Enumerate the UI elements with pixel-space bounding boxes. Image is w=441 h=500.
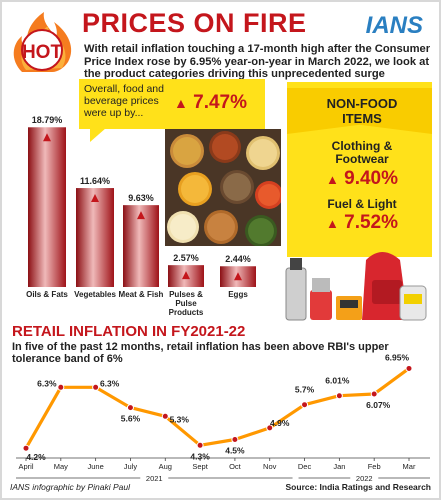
data-point [22, 444, 30, 452]
x-tick-label: May [54, 462, 68, 471]
x-tick-label: Dec [298, 462, 312, 471]
year-label: 2022 [356, 474, 373, 483]
x-tick-label: Nov [263, 462, 277, 471]
non-food-item-label: Fuel & Light [327, 197, 397, 211]
inflation-series-line [24, 367, 410, 449]
bar-value-label: 2.57% [173, 253, 199, 264]
data-point [57, 383, 65, 391]
data-point [301, 401, 309, 409]
up-arrow-icon [43, 133, 51, 142]
x-tick-label: Mar [403, 462, 416, 471]
bar [76, 188, 114, 287]
data-point [231, 436, 239, 443]
non-food-title: NON-FOOD ITEMS [326, 96, 398, 126]
up-arrow-icon [234, 272, 242, 281]
data-label: 5.7% [295, 385, 315, 395]
food-callout-box [79, 79, 265, 129]
bar [28, 127, 66, 287]
up-arrow-icon [91, 194, 99, 203]
data-point [335, 392, 343, 400]
data-point [266, 424, 274, 432]
data-label: 6.95% [385, 352, 410, 362]
data-point [370, 390, 378, 398]
bar-category-label: Eggs [228, 290, 248, 299]
data-point [126, 404, 134, 412]
x-tick-label: June [88, 462, 104, 471]
data-label: 4.2% [26, 452, 46, 462]
up-arrow-icon: ▲ [325, 216, 339, 231]
bar-category-label: Vegetables [74, 290, 116, 299]
food-callout-text: Overall, food and beverage prices were u… [84, 83, 164, 119]
hot-flame-badge: HOT [13, 12, 72, 72]
data-point [196, 441, 204, 449]
x-tick-label: Jan [333, 462, 345, 471]
data-label: 5.6% [121, 414, 141, 424]
data-label: 4.3% [190, 451, 210, 461]
year-label: 2021 [146, 474, 163, 483]
data-label: 6.07% [366, 400, 391, 410]
bar-category-label: Oils & Fats [26, 290, 68, 299]
bar-category-label: Meat & Fish [118, 290, 164, 299]
page-title: PRICES ON FIRE [82, 8, 307, 38]
bar-value-label: 2.44% [225, 254, 251, 265]
hot-text: HOT [22, 42, 63, 63]
non-food-item-value: ▲ 7.52% [292, 212, 432, 234]
data-point [161, 412, 169, 420]
up-arrow-icon [182, 271, 190, 280]
line-chart-subtitle: In five of the past 12 months, retail in… [12, 341, 389, 365]
fuel-value: 7.52% [344, 212, 399, 233]
up-arrow-icon [137, 211, 145, 220]
food-value-text: 7.47% [193, 92, 248, 113]
non-food-products-image [285, 252, 427, 321]
non-food-item-label: Clothing & Footwear [331, 139, 393, 166]
non-food-item-value: ▲ 9.40% [292, 168, 432, 190]
up-arrow-icon: ▲ [174, 95, 188, 111]
x-tick-label: April [18, 462, 33, 471]
bar-value-label: 18.79% [31, 115, 63, 126]
bar-value-label: 9.63% [128, 193, 154, 204]
data-point [92, 383, 100, 391]
data-source: Source: India Ratings and Research [285, 482, 431, 492]
data-label: 4.5% [225, 446, 245, 456]
data-point [405, 364, 413, 372]
infographic-credit: IANS infographic by Pinaki Paul [10, 482, 131, 492]
category-bar-chart [28, 127, 256, 287]
food-callout-tail [90, 128, 106, 142]
data-label: 6.01% [325, 376, 350, 386]
data-label: 5.3% [170, 414, 190, 424]
bar-value-label: 11.64% [79, 176, 111, 187]
ians-logo: IANS [365, 12, 423, 39]
x-tick-label: Oct [229, 462, 242, 471]
clothing-value: 9.40% [344, 168, 399, 189]
data-label: 6.3% [37, 378, 57, 388]
spices-image [165, 129, 281, 246]
intro-text: With retail inflation touching a 17-mont… [84, 43, 431, 80]
x-tick-label: Sept [192, 462, 208, 471]
data-label: 4.9% [270, 418, 290, 428]
hot-circle [21, 29, 63, 71]
up-arrow-icon: ▲ [325, 172, 339, 187]
x-tick-label: July [124, 462, 138, 471]
data-label: 6.3% [100, 378, 120, 388]
food-callout-value: ▲ 7.47% [174, 92, 247, 114]
bar-category-label: Pulses & Pulse Products [168, 290, 204, 317]
x-tick-label: Aug [159, 462, 172, 471]
x-tick-label: Feb [368, 462, 381, 471]
line-chart-title: RETAIL INFLATION IN FY2021-22 [12, 323, 246, 340]
